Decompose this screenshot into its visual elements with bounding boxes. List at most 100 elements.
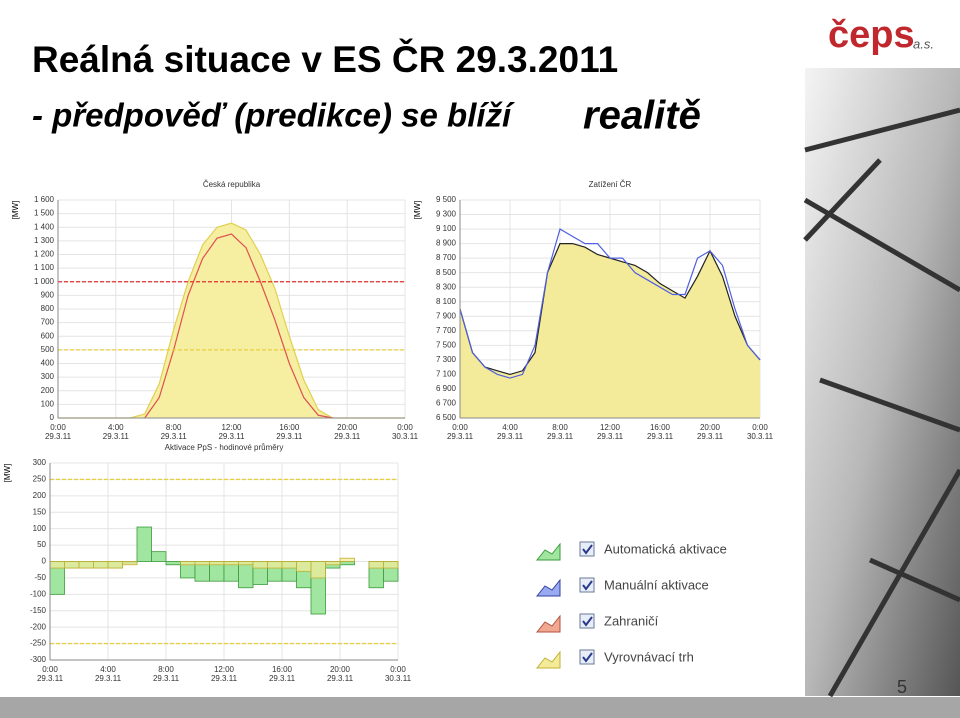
x-tick-label: 16:00 [272, 665, 293, 674]
legend-checkbox [579, 577, 595, 593]
legend-icon [535, 542, 561, 561]
bar [310, 561, 326, 579]
x-tick-label: 16:00 [650, 423, 671, 432]
bar [339, 557, 355, 562]
area-fill [460, 243, 760, 418]
y-tick-label: 100 [41, 399, 55, 408]
x-tick-date: 29.3.11 [447, 432, 474, 441]
y-tick-label: 8 900 [436, 239, 457, 248]
x-tick-label: 0:00 [42, 665, 58, 674]
y-tick-label: 1 100 [34, 263, 55, 272]
y-tick-label: 150 [33, 507, 47, 516]
x-tick-label: 4:00 [108, 423, 124, 432]
y-axis-label: [MW] [3, 464, 12, 483]
title: - předpověď (predikce) se blíží [32, 97, 515, 134]
page-number: 5 [897, 677, 907, 697]
bar [383, 561, 399, 569]
bar [194, 561, 210, 566]
series-line [144, 233, 333, 419]
x-tick-date: 29.3.11 [37, 674, 64, 683]
bar [49, 561, 65, 569]
bar [296, 561, 312, 572]
title: Reálná situace v ES ČR 29.3.2011 [32, 38, 618, 80]
legend-check [582, 580, 593, 591]
legend-checkbox [579, 613, 595, 629]
bar [252, 561, 268, 569]
x-tick-label: 20:00 [330, 665, 351, 674]
x-tick-date: 29.3.11 [95, 674, 122, 683]
logo-suffix: a.s. [913, 36, 934, 51]
x-tick-date: 29.3.11 [547, 432, 574, 441]
y-axis-label: [MW] [413, 201, 422, 220]
bar [122, 561, 138, 566]
y-tick-label: 8 300 [436, 282, 457, 291]
y-tick-label: 1 500 [34, 209, 55, 218]
x-tick-date: 29.3.11 [334, 432, 361, 441]
y-tick-label: 600 [41, 331, 55, 340]
x-tick-label: 8:00 [552, 423, 568, 432]
legend-icon [535, 578, 561, 597]
y-tick-label: 1 600 [34, 195, 55, 204]
y-tick-label: 400 [41, 359, 55, 368]
y-tick-label: 300 [41, 372, 55, 381]
logo: čeps [828, 14, 915, 56]
x-tick-date: 30.3.11 [392, 432, 419, 441]
x-tick-label: 12:00 [214, 665, 235, 674]
x-tick-date: 29.3.11 [211, 674, 238, 683]
legend-label: Zahraničí [604, 613, 659, 628]
chart-title: Aktivace PpS - hodinové průměry [165, 443, 284, 452]
x-tick-label: 20:00 [337, 423, 358, 432]
x-tick-date: 29.3.11 [153, 674, 180, 683]
x-tick-date: 29.3.11 [218, 432, 245, 441]
y-tick-label: 700 [41, 318, 55, 327]
bar [281, 561, 297, 569]
y-tick-label: 8 700 [436, 253, 457, 262]
y-tick-label: -200 [30, 622, 47, 631]
legend-check [582, 652, 593, 663]
y-tick-label: 0 [42, 557, 47, 566]
y-tick-label: 1 200 [34, 250, 55, 259]
y-tick-label: 200 [41, 386, 55, 395]
y-tick-label: -150 [30, 606, 47, 615]
x-tick-label: 0:00 [50, 423, 66, 432]
x-tick-label: 0:00 [397, 423, 413, 432]
y-tick-label: 250 [33, 475, 47, 484]
legend-label: Automatická aktivace [604, 541, 727, 556]
bar [368, 561, 384, 569]
y-tick-label: 8 500 [436, 268, 457, 277]
bar [165, 561, 181, 566]
x-tick-label: 4:00 [502, 423, 518, 432]
y-tick-label: 7 900 [436, 311, 457, 320]
y-tick-label: 7 700 [436, 326, 457, 335]
bar [209, 561, 225, 566]
y-tick-label: 7 500 [436, 340, 457, 349]
x-tick-label: 8:00 [158, 665, 174, 674]
y-tick-label: 900 [41, 290, 55, 299]
x-tick-label: 0:00 [452, 423, 468, 432]
title: realitě [583, 94, 701, 138]
x-tick-label: 12:00 [221, 423, 242, 432]
y-tick-label: 9 300 [436, 210, 457, 219]
y-tick-label: 6 900 [436, 384, 457, 393]
bar [78, 561, 94, 569]
x-tick-date: 29.3.11 [161, 432, 188, 441]
x-tick-label: 0:00 [752, 423, 768, 432]
x-tick-date: 29.3.11 [697, 432, 724, 441]
chart-title: Česká republika [203, 180, 261, 189]
x-tick-label: 20:00 [700, 423, 721, 432]
x-tick-label: 8:00 [166, 423, 182, 432]
footer-bar [0, 697, 960, 718]
y-tick-label: 1 000 [34, 277, 55, 286]
y-tick-label: 200 [33, 491, 47, 500]
bar [107, 561, 123, 569]
legend-checkbox [579, 649, 595, 665]
x-tick-date: 29.3.11 [103, 432, 130, 441]
bar [267, 561, 283, 569]
series-line [459, 228, 761, 379]
legend-icon [535, 650, 561, 669]
x-tick-date: 29.3.11 [597, 432, 624, 441]
y-tick-label: 7 100 [436, 370, 457, 379]
x-tick-label: 16:00 [279, 423, 300, 432]
x-tick-date: 30.3.11 [385, 674, 412, 683]
